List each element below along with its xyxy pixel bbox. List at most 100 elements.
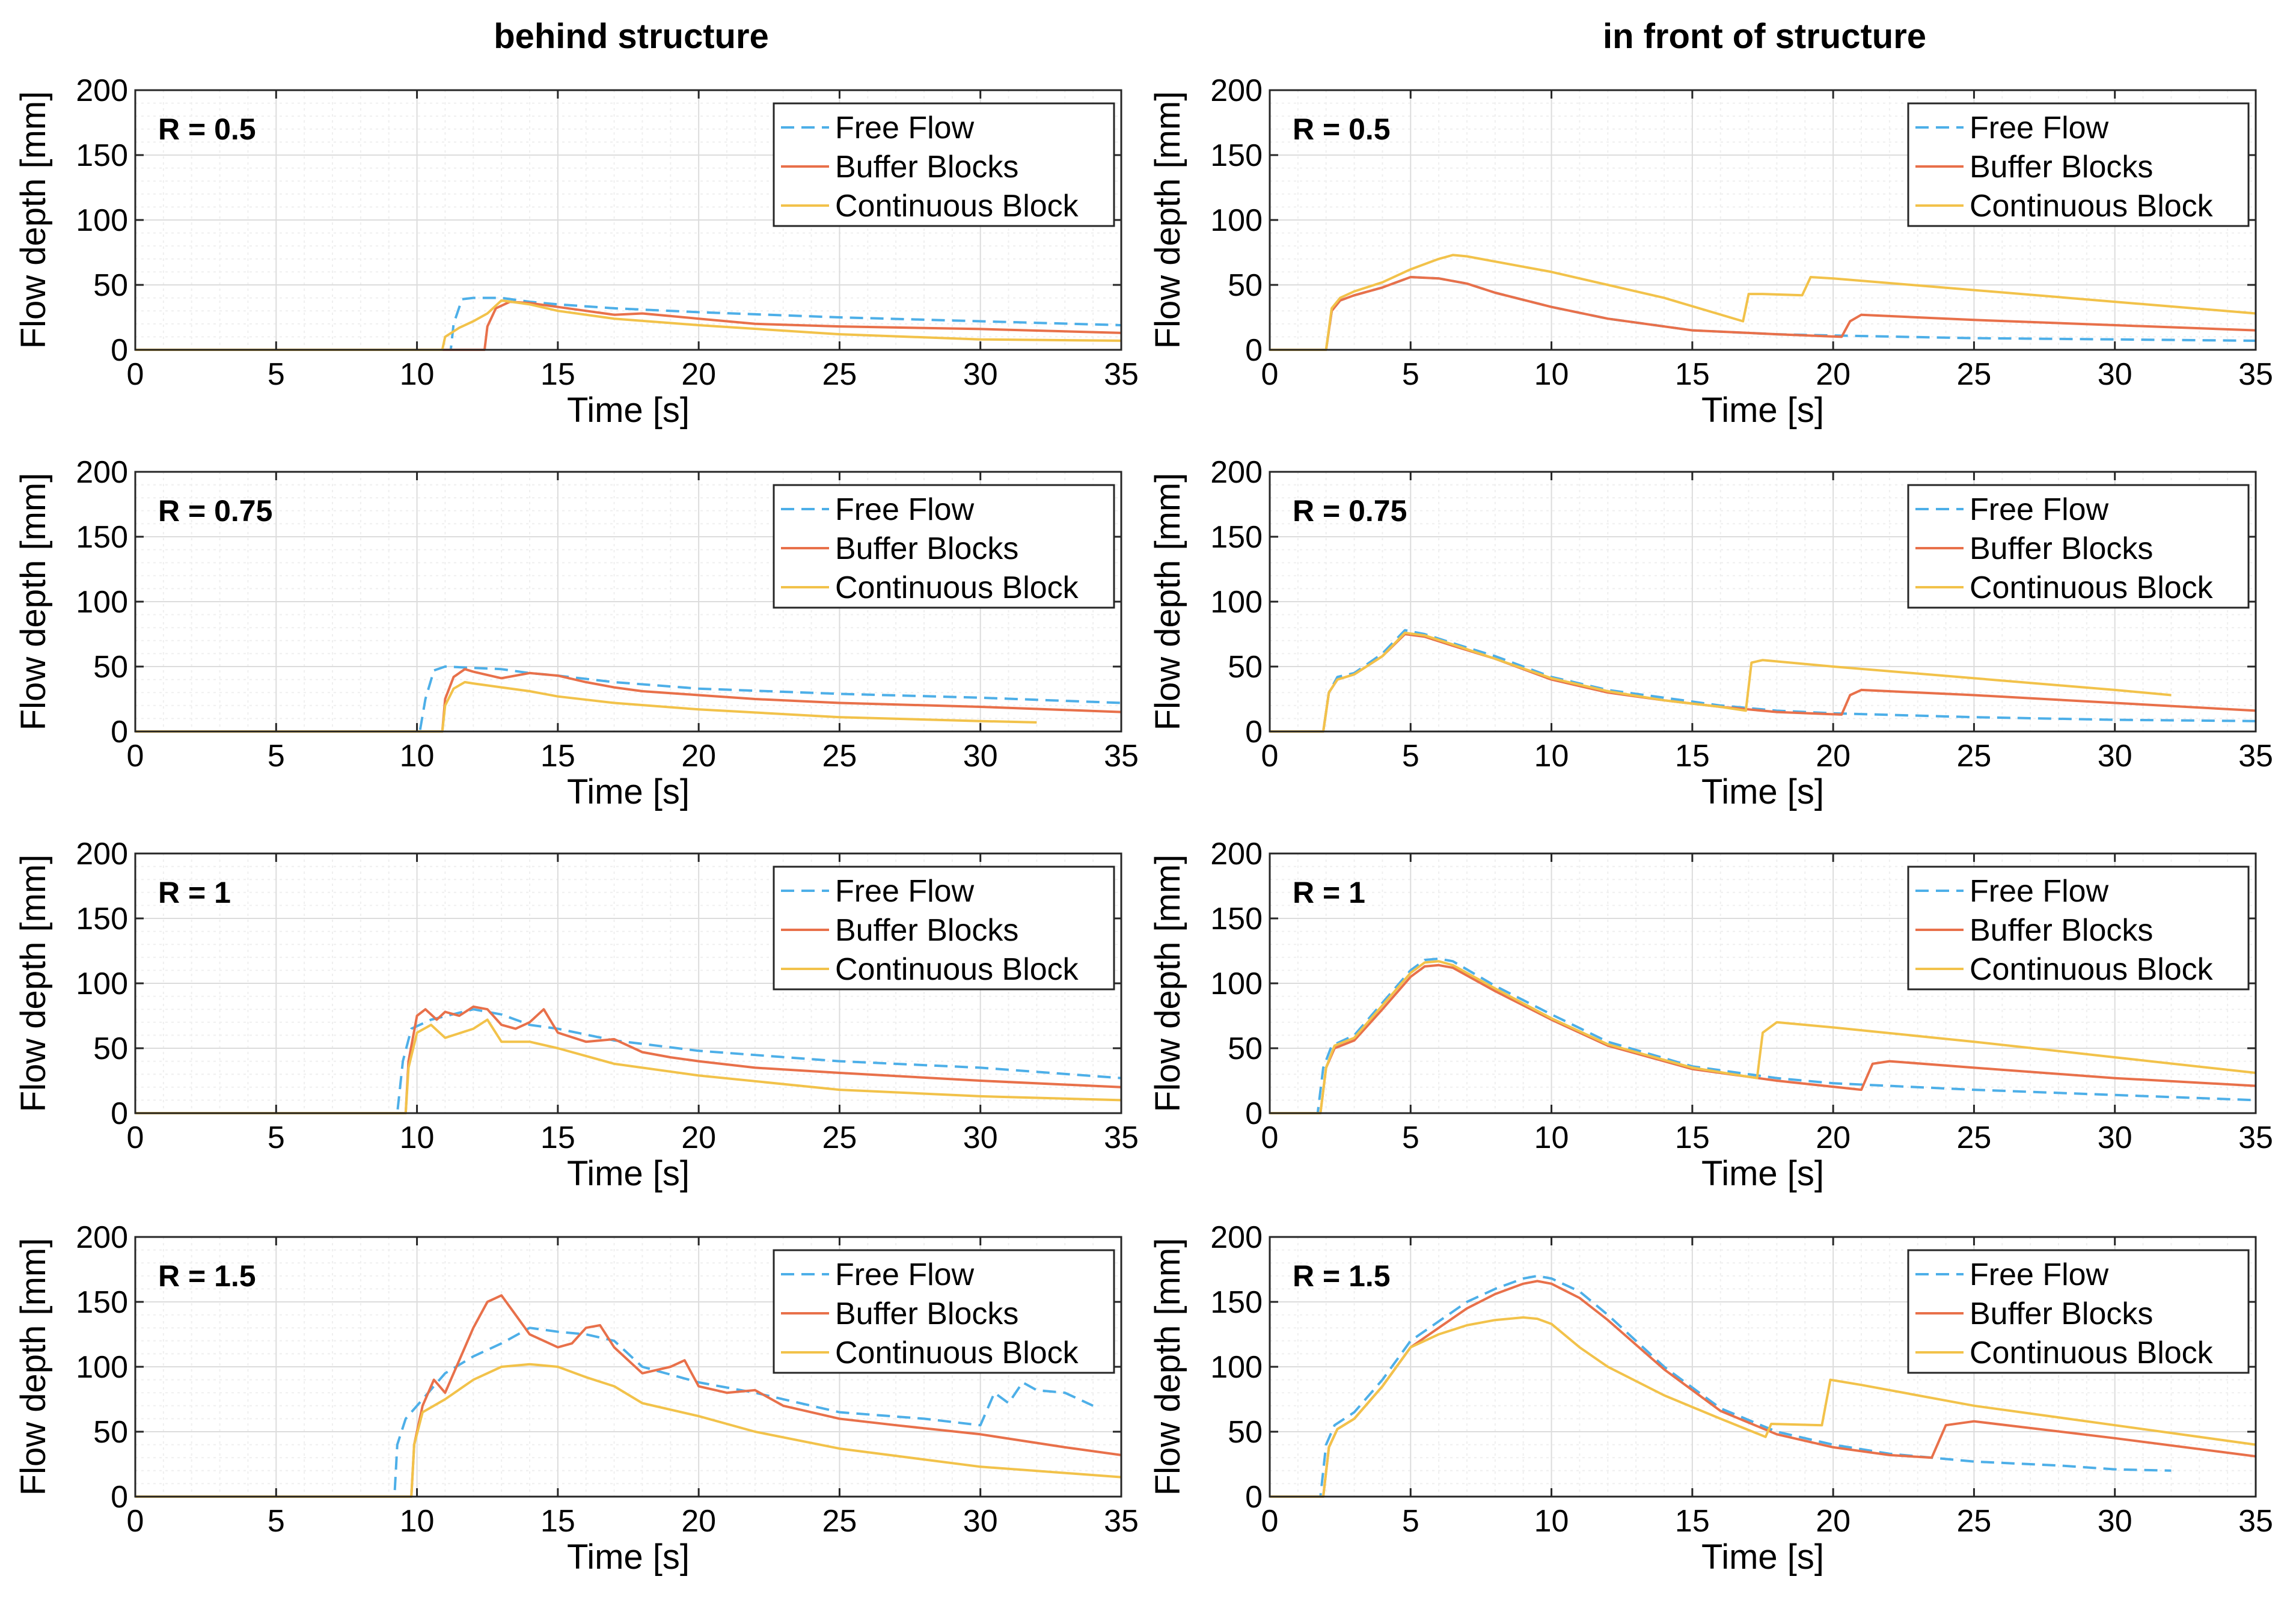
y-tick-label: 50 — [93, 1415, 128, 1450]
chart-panel-5: 0 5 10 15 20 25 30 35 0 50 100 150 200 Time [s] Flow d… — [14, 837, 1139, 1193]
y-tick-label: 200 — [1210, 837, 1263, 872]
legend-label: Buffer Blocks — [835, 1296, 1018, 1331]
y-tick-label: 0 — [1245, 333, 1263, 368]
legend-label: Buffer Blocks — [1970, 150, 2153, 185]
y-axis-label: Flow depth [mm] — [14, 855, 53, 1113]
x-tick-label: 10 — [1534, 739, 1569, 774]
x-tick-label: 30 — [963, 1120, 998, 1155]
x-tick-label: 15 — [540, 739, 575, 774]
x-tick-label: 0 — [127, 1120, 144, 1155]
legend-label: Free Flow — [1970, 111, 2109, 145]
series-line-free-flow — [135, 665, 1122, 733]
legend: Free Flow Buffer Blocks Continuous Block — [773, 484, 1115, 609]
series-line-continuous-block — [135, 1018, 1122, 1114]
y-tick-label: 50 — [1228, 1031, 1263, 1066]
legend-box — [773, 102, 1115, 227]
legend-label: Continuous Block — [835, 952, 1079, 987]
y-tick-label: 100 — [76, 966, 128, 1001]
series-line-free-flow — [1270, 629, 2256, 733]
x-tick-label: 35 — [1104, 357, 1139, 392]
x-tick-label: 25 — [1957, 1504, 1992, 1539]
legend: Free Flow Buffer Blocks Continuous Block — [1907, 484, 2250, 609]
x-tick-label: 15 — [540, 357, 575, 392]
x-tick-label: 25 — [1957, 739, 1992, 774]
x-tick-label: 5 — [1402, 1120, 1419, 1155]
x-tick-label: 30 — [963, 1504, 998, 1539]
y-tick-label: 200 — [76, 73, 128, 108]
x-tick-label: 10 — [400, 357, 435, 392]
legend: Free Flow Buffer Blocks Continuous Block — [773, 866, 1115, 991]
x-tick-label: 10 — [400, 1504, 435, 1539]
y-tick-label: 0 — [111, 1096, 128, 1131]
x-axis-label: Time [s] — [567, 1537, 690, 1577]
legend-label: Continuous Block — [1970, 570, 2214, 605]
legend-label: Free Flow — [835, 111, 975, 145]
x-tick-label: 30 — [2098, 739, 2132, 774]
y-tick-label: 0 — [111, 333, 128, 368]
x-tick-label: 20 — [1816, 1120, 1851, 1155]
x-tick-label: 25 — [822, 1120, 857, 1155]
x-tick-label: 30 — [963, 357, 998, 392]
x-tick-label: 30 — [2098, 357, 2132, 392]
legend-label: Buffer Blocks — [835, 913, 1018, 948]
legend-label: Buffer Blocks — [1970, 531, 2153, 566]
series-line-continuous-block — [1270, 1316, 2256, 1498]
panel-label: R = 0.75 — [1293, 494, 1407, 528]
legend-label: Free Flow — [835, 874, 975, 909]
y-tick-label: 150 — [1210, 902, 1263, 936]
legend-label: Buffer Blocks — [835, 531, 1018, 566]
legend-label: Free Flow — [1970, 874, 2109, 909]
series-line-continuous-block — [1270, 631, 2172, 733]
legend-box — [773, 866, 1115, 991]
legend: Free Flow Buffer Blocks Continuous Block — [773, 102, 1115, 227]
panel-label: R = 1 — [1293, 876, 1365, 909]
x-tick-label: 10 — [1534, 357, 1569, 392]
y-tick-label: 0 — [1245, 1096, 1263, 1131]
panel-label: R = 0.5 — [1293, 112, 1391, 146]
y-tick-label: 50 — [1228, 268, 1263, 303]
series-line-free-flow — [1270, 276, 2256, 351]
x-tick-label: 20 — [1816, 357, 1851, 392]
x-tick-label: 20 — [681, 1504, 716, 1539]
legend-box — [1907, 866, 2250, 991]
x-tick-label: 10 — [400, 739, 435, 774]
y-tick-label: 100 — [1210, 1350, 1263, 1385]
legend-label: Continuous Block — [1970, 1336, 2214, 1370]
y-tick-label: 0 — [1245, 1480, 1263, 1515]
x-tick-label: 15 — [540, 1120, 575, 1155]
y-axis-label: Flow depth [mm] — [14, 1238, 53, 1496]
x-tick-label: 5 — [1402, 1504, 1419, 1539]
x-tick-label: 15 — [1675, 1120, 1710, 1155]
x-tick-label: 5 — [1402, 739, 1419, 774]
column-title-behind: behind structure — [494, 17, 769, 56]
x-tick-label: 20 — [681, 357, 716, 392]
chart-panel-7: 0 5 10 15 20 25 30 35 0 50 100 150 200 Time [s] Flow d… — [14, 1220, 1139, 1577]
legend-box — [773, 1249, 1115, 1374]
legend-label: Free Flow — [835, 492, 975, 527]
y-tick-label: 100 — [76, 1350, 128, 1385]
x-tick-label: 5 — [1402, 357, 1419, 392]
series-line-buffer-blocks — [1270, 633, 2256, 733]
series-line-continuous-block — [1270, 254, 2256, 351]
y-tick-label: 200 — [76, 837, 128, 872]
legend-label: Buffer Blocks — [1970, 1296, 2153, 1331]
x-tick-label: 25 — [1957, 1120, 1992, 1155]
x-tick-label: 15 — [540, 1504, 575, 1539]
y-tick-label: 100 — [76, 203, 128, 238]
legend: Free Flow Buffer Blocks Continuous Block — [1907, 1249, 2250, 1374]
y-tick-label: 0 — [111, 1480, 128, 1515]
legend-box — [773, 484, 1115, 609]
y-tick-label: 150 — [1210, 1285, 1263, 1320]
series-line-buffer-blocks — [135, 301, 1122, 351]
legend-label: Free Flow — [1970, 492, 2109, 527]
series-line-continuous-block — [135, 680, 1037, 733]
x-tick-label: 30 — [963, 739, 998, 774]
x-tick-label: 35 — [1104, 1504, 1139, 1539]
x-tick-label: 0 — [1261, 357, 1279, 392]
series-line-buffer-blocks — [135, 1005, 1122, 1114]
chart-panel-3: 0 5 10 15 20 25 30 35 0 50 100 150 200 Time [s] Flow d… — [14, 455, 1139, 811]
x-tick-label: 0 — [127, 1504, 144, 1539]
y-tick-label: 100 — [1210, 585, 1263, 620]
x-tick-label: 5 — [268, 1120, 285, 1155]
